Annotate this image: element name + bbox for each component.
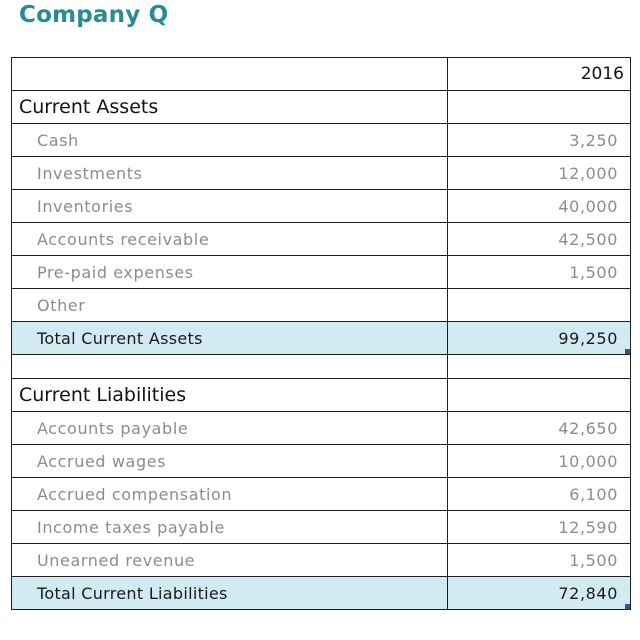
row-value[interactable]: 42,500 bbox=[447, 222, 631, 256]
section-header-value-cell[interactable] bbox=[447, 378, 631, 412]
row-value[interactable]: 10,000 bbox=[447, 444, 631, 478]
blank-cell[interactable] bbox=[447, 354, 631, 379]
total-row: Total Current Liabilities 72,840 bbox=[11, 576, 631, 610]
year-header-row: 2016 bbox=[11, 57, 631, 91]
row-label[interactable]: Investments bbox=[11, 156, 448, 190]
row-label[interactable]: Pre-paid expenses bbox=[11, 255, 448, 289]
table-row: Unearned revenue 1,500 bbox=[11, 543, 631, 577]
blank-row bbox=[11, 354, 631, 379]
current-liabilities-heading[interactable]: Current Liabilities bbox=[11, 378, 448, 412]
row-label[interactable]: Accrued wages bbox=[11, 444, 448, 478]
section-header-row: Current Liabilities bbox=[11, 378, 631, 412]
table-row: Pre-paid expenses 1,500 bbox=[11, 255, 631, 289]
table-row: Investments 12,000 bbox=[11, 156, 631, 190]
table-row: Accrued wages 10,000 bbox=[11, 444, 631, 478]
row-label[interactable]: Accrued compensation bbox=[11, 477, 448, 511]
total-current-assets-label[interactable]: Total Current Assets bbox=[11, 321, 448, 355]
table-row: Income taxes payable 12,590 bbox=[11, 510, 631, 544]
row-value[interactable]: 12,000 bbox=[447, 156, 631, 190]
total-row: Total Current Assets 99,250 bbox=[11, 321, 631, 355]
total-value-text: 72,840 bbox=[558, 583, 618, 603]
blank-cell[interactable] bbox=[11, 354, 448, 379]
table-row: Accounts payable 42,650 bbox=[11, 411, 631, 445]
row-value[interactable]: 1,500 bbox=[447, 255, 631, 289]
row-label[interactable]: Accounts receivable bbox=[11, 222, 448, 256]
row-value[interactable]: 12,590 bbox=[447, 510, 631, 544]
row-value[interactable]: 6,100 bbox=[447, 477, 631, 511]
fill-handle[interactable] bbox=[625, 604, 630, 609]
current-assets-heading[interactable]: Current Assets bbox=[11, 90, 448, 124]
total-current-assets-value[interactable]: 99,250 bbox=[447, 321, 631, 355]
row-value[interactable]: 3,250 bbox=[447, 123, 631, 157]
table-row: Other bbox=[11, 288, 631, 322]
row-value[interactable]: 40,000 bbox=[447, 189, 631, 223]
total-current-liabilities-label[interactable]: Total Current Liabilities bbox=[11, 576, 448, 610]
balance-sheet-table: 2016 Current Assets Cash 3,250 Investmen… bbox=[11, 57, 631, 610]
table-row: Cash 3,250 bbox=[11, 123, 631, 157]
table-row: Inventories 40,000 bbox=[11, 189, 631, 223]
header-label-cell[interactable] bbox=[11, 57, 448, 91]
row-label[interactable]: Unearned revenue bbox=[11, 543, 448, 577]
row-label[interactable]: Cash bbox=[11, 123, 448, 157]
table-row: Accounts receivable 42,500 bbox=[11, 222, 631, 256]
company-title: Company Q bbox=[19, 2, 169, 28]
total-current-liabilities-value[interactable]: 72,840 bbox=[447, 576, 631, 610]
row-label[interactable]: Accounts payable bbox=[11, 411, 448, 445]
fill-handle[interactable] bbox=[625, 349, 630, 354]
row-label[interactable]: Other bbox=[11, 288, 448, 322]
year-header-cell[interactable]: 2016 bbox=[447, 57, 631, 91]
row-value[interactable]: 1,500 bbox=[447, 543, 631, 577]
section-header-row: Current Assets bbox=[11, 90, 631, 124]
section-header-value-cell[interactable] bbox=[447, 90, 631, 124]
row-value[interactable] bbox=[447, 288, 631, 322]
table-row: Accrued compensation 6,100 bbox=[11, 477, 631, 511]
row-label[interactable]: Inventories bbox=[11, 189, 448, 223]
row-value[interactable]: 42,650 bbox=[447, 411, 631, 445]
row-label[interactable]: Income taxes payable bbox=[11, 510, 448, 544]
total-value-text: 99,250 bbox=[558, 328, 618, 348]
